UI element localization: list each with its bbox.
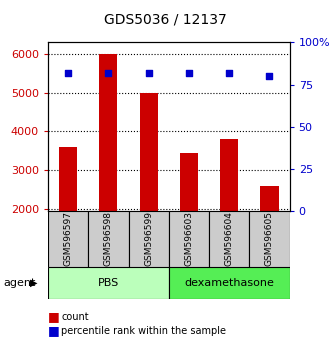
Bar <box>140 93 158 211</box>
Text: GDS5036 / 12137: GDS5036 / 12137 <box>104 12 227 27</box>
Bar <box>128 211 169 267</box>
Text: count: count <box>61 312 89 322</box>
Text: GSM596597: GSM596597 <box>64 211 72 267</box>
Bar <box>169 267 290 299</box>
Text: GSM596604: GSM596604 <box>225 211 234 267</box>
Bar <box>59 147 77 211</box>
Bar <box>220 139 238 211</box>
Bar <box>249 211 290 267</box>
Bar <box>48 211 88 267</box>
Text: percentile rank within the sample: percentile rank within the sample <box>61 326 226 336</box>
Text: GSM596605: GSM596605 <box>265 211 274 267</box>
Text: ■: ■ <box>48 325 60 337</box>
Text: agent: agent <box>3 278 36 288</box>
Bar <box>99 54 118 211</box>
Text: PBS: PBS <box>98 278 119 288</box>
Text: GSM596603: GSM596603 <box>184 211 193 267</box>
Point <box>146 70 151 76</box>
Bar <box>169 211 209 267</box>
Bar <box>48 267 169 299</box>
Text: dexamethasone: dexamethasone <box>184 278 274 288</box>
Text: GSM596599: GSM596599 <box>144 211 153 267</box>
Bar <box>260 185 279 211</box>
Text: ▶: ▶ <box>30 278 38 288</box>
Point <box>186 70 192 76</box>
Text: GSM596598: GSM596598 <box>104 211 113 267</box>
Bar <box>88 211 128 267</box>
Text: ■: ■ <box>48 310 60 323</box>
Point <box>226 70 232 76</box>
Bar <box>209 211 249 267</box>
Point <box>106 70 111 76</box>
Point <box>66 70 71 76</box>
Bar <box>180 153 198 211</box>
Point <box>267 73 272 79</box>
